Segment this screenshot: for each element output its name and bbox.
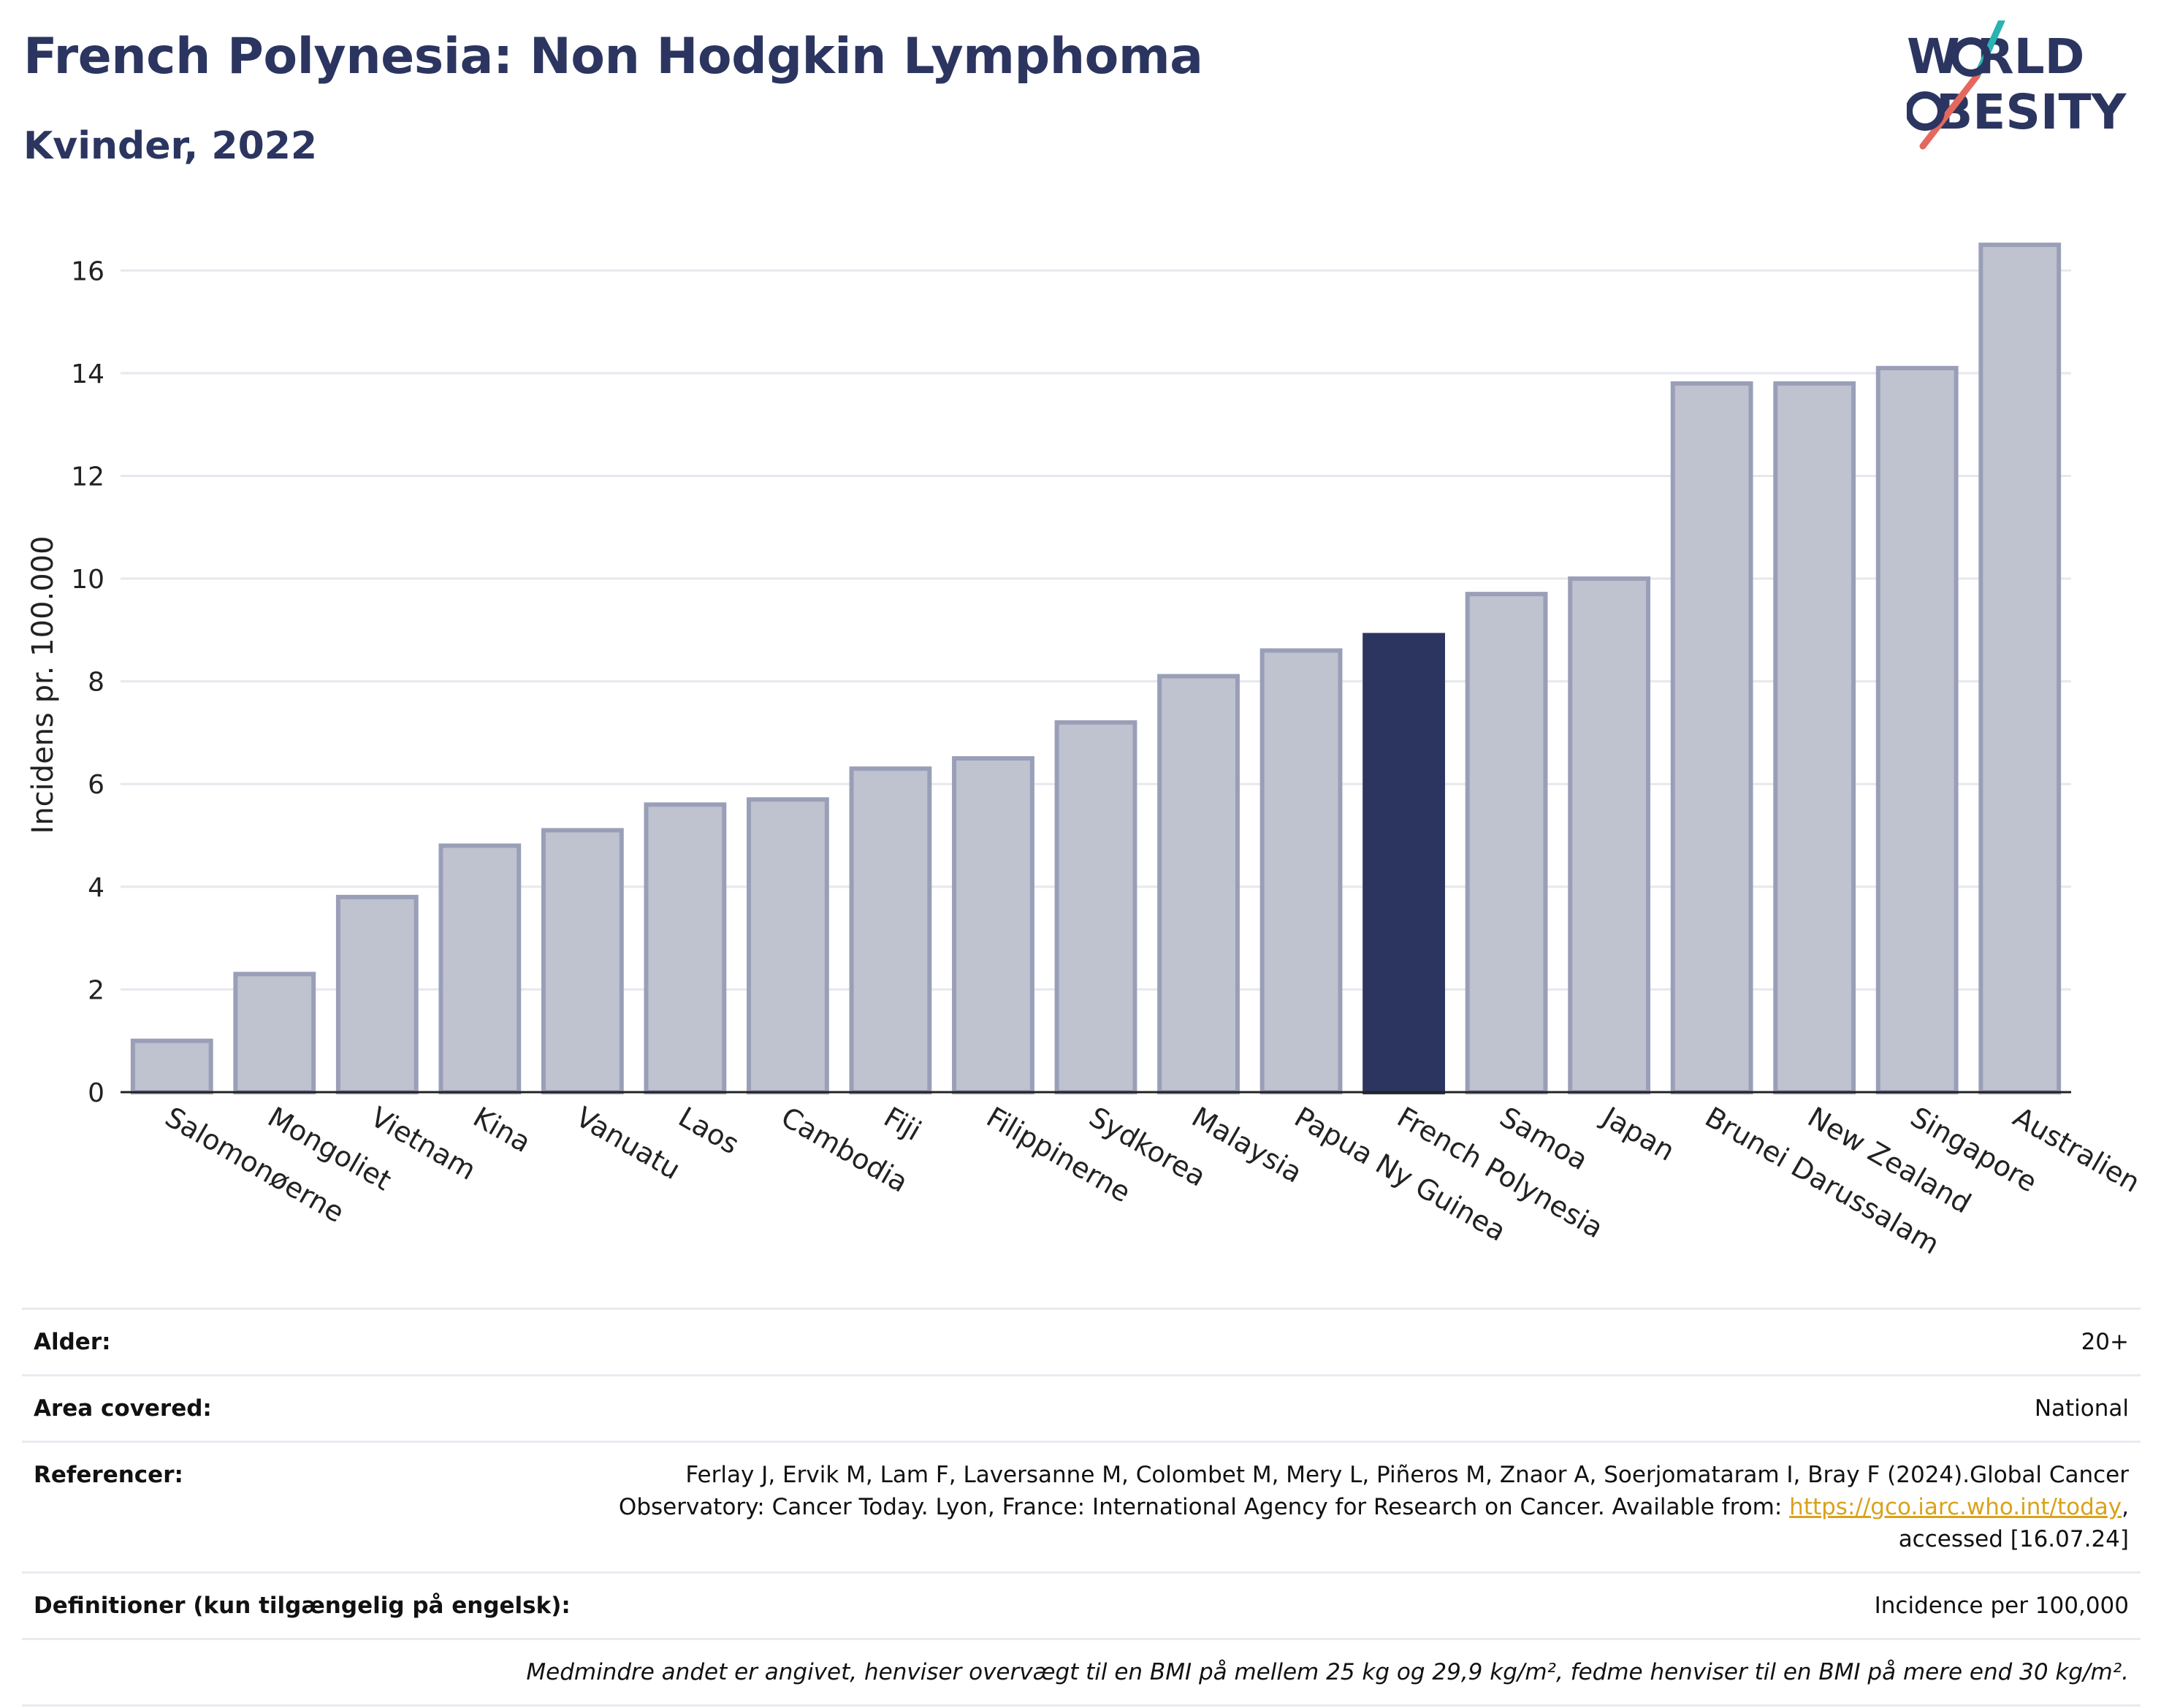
- meta-ref-text-2: , accessed [16.07.24]: [1898, 1494, 2129, 1552]
- page-subtitle: Kvinder, 2022: [23, 124, 318, 168]
- bar-australien: [1978, 243, 2062, 1094]
- y-axis-label: Incidens pr. 100.000: [26, 535, 60, 834]
- x-tick-label: Salomonøerne: [160, 1101, 350, 1229]
- y-tick-label: 4: [88, 873, 104, 903]
- world-obesity-logo: W RLD BESITY: [1905, 17, 2148, 152]
- logo-graphic: W RLD BESITY: [1905, 17, 2127, 150]
- bar-papua-ny-guinea: [1259, 648, 1343, 1094]
- bar-vietnam: [335, 894, 419, 1094]
- bar-brunei-darussalam: [1670, 381, 1753, 1095]
- meta-note: Medmindre andet er angivet, henviser ove…: [526, 1659, 2129, 1685]
- bar-chart: 0246810121416SalomonøerneMongolietVietna…: [26, 243, 2146, 1261]
- y-tick-label: 2: [88, 975, 104, 1005]
- bar-singapore: [1875, 365, 1959, 1094]
- bar-malaysia: [1157, 674, 1240, 1094]
- meta-area-value: National: [2034, 1395, 2129, 1422]
- bar-filippinerne: [952, 756, 1034, 1095]
- meta-ref-text-1: Ferlay J, Ervik M, Lam F, Laversanne M, …: [618, 1462, 2129, 1520]
- bar-salomon-erne: [130, 1038, 213, 1095]
- bar-vanuatu: [541, 828, 624, 1094]
- meta-row-note: Medmindre andet er angivet, henviser ove…: [22, 1638, 2141, 1707]
- meta-ref-value: Ferlay J, Ervik M, Lam F, Laversanne M, …: [558, 1459, 2129, 1555]
- meta-ref-label: Referencer:: [34, 1462, 183, 1488]
- meta-row-definitions: Definitioner (kun tilgængelig på engelsk…: [22, 1571, 2141, 1638]
- bar-new-zealand: [1773, 381, 1856, 1095]
- y-tick-label: 16: [71, 256, 104, 286]
- page-title: French Polynesia: Non Hodgkin Lymphoma: [23, 28, 1203, 85]
- x-tick-label: Kina: [468, 1101, 536, 1159]
- logo-slash-bottom: [1919, 72, 1981, 150]
- bar-kina: [438, 843, 522, 1095]
- bar-french-polynesia: [1362, 633, 1445, 1094]
- meta-age-label: Alder:: [34, 1329, 111, 1355]
- logo-line-2: BESITY: [1936, 84, 2127, 140]
- meta-area-label: Area covered:: [34, 1395, 212, 1422]
- y-tick-label: 8: [88, 668, 104, 698]
- y-tick-label: 12: [71, 462, 104, 492]
- bar-fiji: [849, 766, 932, 1094]
- bar-japan: [1568, 576, 1651, 1094]
- meta-age-value: 20+: [2081, 1329, 2129, 1355]
- y-tick-label: 0: [88, 1078, 104, 1108]
- y-tick-label: 10: [71, 565, 104, 595]
- x-tick-label: Fiji: [878, 1101, 926, 1147]
- y-tick-label: 6: [88, 770, 104, 800]
- x-tick-label: Laos: [673, 1101, 744, 1161]
- meta-row-references: Referencer: Ferlay J, Ervik M, Lam F, La…: [22, 1441, 2141, 1571]
- metadata-table: Alder: 20+ Area covered: National Refere…: [22, 1308, 2141, 1707]
- x-tick-label: Vanuatu: [571, 1101, 686, 1186]
- meta-def-label: Definitioner (kun tilgængelig på engelsk…: [34, 1593, 571, 1619]
- meta-def-value: Incidence per 100,000: [1874, 1593, 2129, 1619]
- x-tick-label: Japan: [1596, 1100, 1680, 1167]
- logo-o-ring-2: [1905, 91, 1945, 131]
- reference-link[interactable]: https://gco.iarc.who.int/today: [1789, 1494, 2122, 1520]
- bars: [130, 243, 2062, 1095]
- y-tick-label: 14: [71, 359, 104, 389]
- bar-samoa: [1465, 592, 1548, 1094]
- logo-o-ring: [1951, 37, 1991, 77]
- bar-laos: [644, 802, 727, 1095]
- bar-mongoliet: [233, 972, 316, 1094]
- bar-cambodia: [747, 797, 829, 1095]
- bar-sydkorea: [1054, 720, 1137, 1094]
- meta-row-age: Alder: 20+: [22, 1308, 2141, 1374]
- meta-row-area: Area covered: National: [22, 1374, 2141, 1441]
